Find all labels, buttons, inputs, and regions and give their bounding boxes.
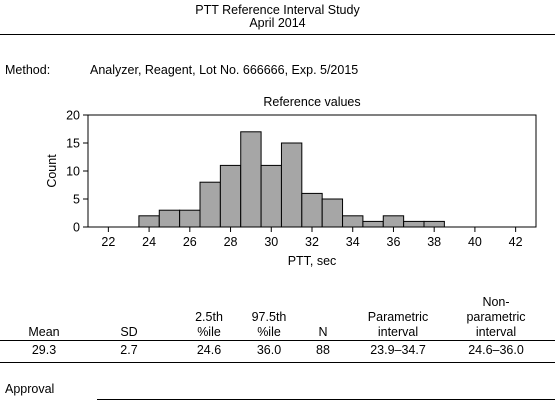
stats-column-header: 2.5th %ile: [169, 310, 249, 340]
histogram-bar: [260, 164, 282, 228]
stats-header-line: %ile: [257, 325, 281, 339]
histogram-bar: [382, 215, 405, 228]
stats-table: Mean SD 2.5th %ile 97.5th %ile N Parametric inte…: [0, 290, 555, 365]
stats-header-line: 97.5th: [251, 310, 287, 324]
stats-header-line: Mean: [28, 325, 60, 339]
histogram-bar: [138, 215, 160, 228]
stats-header-line: Parametric: [367, 310, 429, 324]
stats-header-line: N: [318, 325, 328, 339]
y-tick-label: 5: [73, 193, 80, 207]
histogram-bar: [158, 209, 181, 228]
x-axis-label: PTT, sec: [288, 254, 337, 268]
stats-header-line: Non-: [482, 295, 510, 309]
stats-header-line: SD: [120, 325, 138, 339]
stats-header-line: %ile: [197, 325, 221, 339]
y-tick-label: 0: [73, 221, 80, 235]
approval-label: Approval: [5, 382, 55, 396]
chart-title: Reference values: [263, 95, 360, 109]
x-tick-label: 42: [509, 235, 523, 249]
x-tick-label: 34: [346, 235, 360, 249]
stats-column-header: SD: [89, 325, 169, 340]
y-tick-label: 20: [66, 109, 80, 123]
x-tick-label: 22: [101, 235, 115, 249]
approval-signature-line: [97, 399, 555, 401]
stats-header-line: 2.5th: [195, 310, 223, 324]
histogram-bar: [199, 181, 221, 228]
histogram-bar: [240, 131, 262, 228]
stats-column-header: N: [283, 325, 363, 340]
stats-header-line: interval: [475, 325, 517, 339]
stats-cell: 29.3: [31, 343, 57, 357]
stats-column-header: Non-parametric interval: [456, 295, 536, 340]
x-tick-label: 30: [264, 235, 278, 249]
histogram-bar: [301, 192, 323, 228]
histogram-bar: [362, 220, 384, 228]
x-tick-label: 38: [427, 235, 441, 249]
page-title: PTT Reference Interval Study: [195, 3, 360, 17]
x-tick-label: 40: [468, 235, 482, 249]
stats-cell: 24.6–36.0: [468, 343, 524, 357]
histogram-bar: [179, 209, 201, 228]
stats-header-divider: [0, 340, 555, 342]
stats-header-line: interval: [377, 325, 419, 339]
histogram-bar: [403, 220, 425, 228]
histogram-bar: [423, 220, 445, 228]
histogram-bar: [280, 142, 303, 228]
stats-header-row: Mean SD 2.5th %ile 97.5th %ile N Parametric inte…: [0, 290, 555, 340]
y-tick-label: 15: [66, 137, 80, 151]
x-tick-label: 26: [183, 235, 197, 249]
stats-cell: 2.7: [120, 343, 138, 357]
stats-cell: 88: [316, 343, 330, 357]
x-tick-label: 28: [224, 235, 238, 249]
stats-value-row: 29.3 2.7 24.6 36.0 88 23.9–34.7 24.6–36.0: [0, 343, 555, 359]
x-tick-label: 32: [305, 235, 319, 249]
x-tick-label: 24: [142, 235, 156, 249]
stats-header-line: parametric: [466, 310, 526, 324]
histogram-bar: [342, 215, 364, 228]
histogram-bar: [321, 198, 344, 228]
method-value: Analyzer, Reagent, Lot No. 666666, Exp. …: [90, 63, 359, 77]
histogram-chart: Reference values 0 5 10 15 20 22 24 26 28 30 32 34 36…: [45, 95, 537, 268]
method-label: Method:: [5, 63, 51, 77]
y-tick-label: 10: [66, 165, 80, 179]
header-divider: [0, 34, 555, 36]
stats-column-header: Parametric interval: [358, 310, 438, 340]
stats-bottom-divider: [0, 362, 555, 364]
stats-column-header: 97.5th %ile: [229, 310, 309, 340]
histogram-bar: [219, 164, 242, 228]
y-axis-label: Count: [45, 154, 59, 188]
stats-cell: 24.6: [196, 343, 222, 357]
stats-cell: 23.9–34.7: [370, 343, 426, 357]
x-tick-label: 36: [387, 235, 401, 249]
stats-cell: 36.0: [256, 343, 282, 357]
stats-column-header: Mean: [4, 325, 84, 340]
page-date: April 2014: [249, 16, 306, 30]
